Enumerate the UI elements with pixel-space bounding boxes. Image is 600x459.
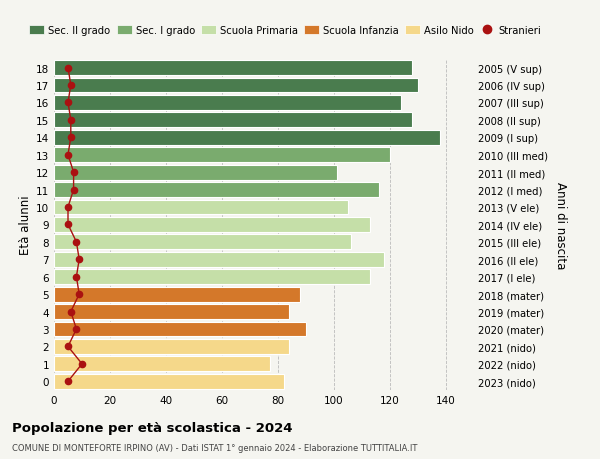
Bar [54,322,306,336]
Bar [54,78,418,93]
Y-axis label: Età alunni: Età alunni [19,195,32,255]
Bar [54,130,440,146]
Bar [54,270,370,285]
Bar [54,200,348,215]
Y-axis label: Anni di nascita: Anni di nascita [554,181,567,269]
Bar [54,183,379,197]
Bar [54,287,301,302]
Text: COMUNE DI MONTEFORTE IRPINO (AV) - Dati ISTAT 1° gennaio 2024 - Elaborazione TUT: COMUNE DI MONTEFORTE IRPINO (AV) - Dati … [12,443,418,452]
Bar [54,148,390,163]
Bar [54,165,337,180]
Bar [54,96,401,111]
Bar [54,113,412,128]
Bar [54,235,351,250]
Bar [54,61,412,76]
Text: Popolazione per età scolastica - 2024: Popolazione per età scolastica - 2024 [12,421,293,434]
Bar [54,218,370,232]
Bar [54,252,385,267]
Legend: Sec. II grado, Sec. I grado, Scuola Primaria, Scuola Infanzia, Asilo Nido, Stran: Sec. II grado, Sec. I grado, Scuola Prim… [25,22,545,39]
Bar [54,304,289,319]
Bar [54,357,269,371]
Bar [54,374,284,389]
Bar [54,339,289,354]
